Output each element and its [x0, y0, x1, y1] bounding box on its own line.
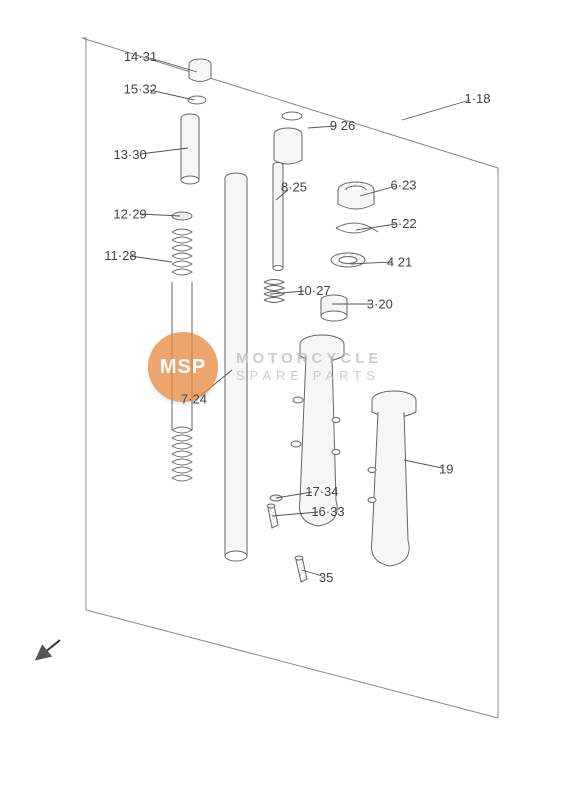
leader-line — [308, 126, 335, 128]
part-main-spring — [172, 229, 192, 481]
parts-group — [172, 59, 416, 582]
part-slide-bushing — [321, 295, 347, 321]
part-damper-rod — [273, 163, 283, 271]
part-bolt-35 — [295, 556, 307, 582]
part-outer-tube-left — [291, 335, 344, 526]
leader-line — [130, 256, 172, 262]
part-damper-cap — [274, 112, 302, 164]
part-rebound-spring — [264, 280, 284, 303]
leader-line — [356, 224, 396, 230]
part-spacer-tube — [181, 114, 199, 184]
part-outer-tube-right — [368, 391, 416, 566]
diagram-svg — [0, 0, 567, 799]
part-o-ring — [188, 96, 206, 104]
part-oil-seal — [331, 253, 365, 267]
part-inner-tube — [225, 173, 247, 561]
view-direction-arrow — [38, 640, 60, 658]
leader-line — [150, 90, 194, 100]
leader-line — [404, 460, 442, 468]
part-dust-seal — [338, 182, 374, 209]
diagram-stage: MSP MOTORCYCLE SPARE PARTS 14·3115·3213·… — [0, 0, 567, 799]
leader-line — [402, 100, 470, 120]
